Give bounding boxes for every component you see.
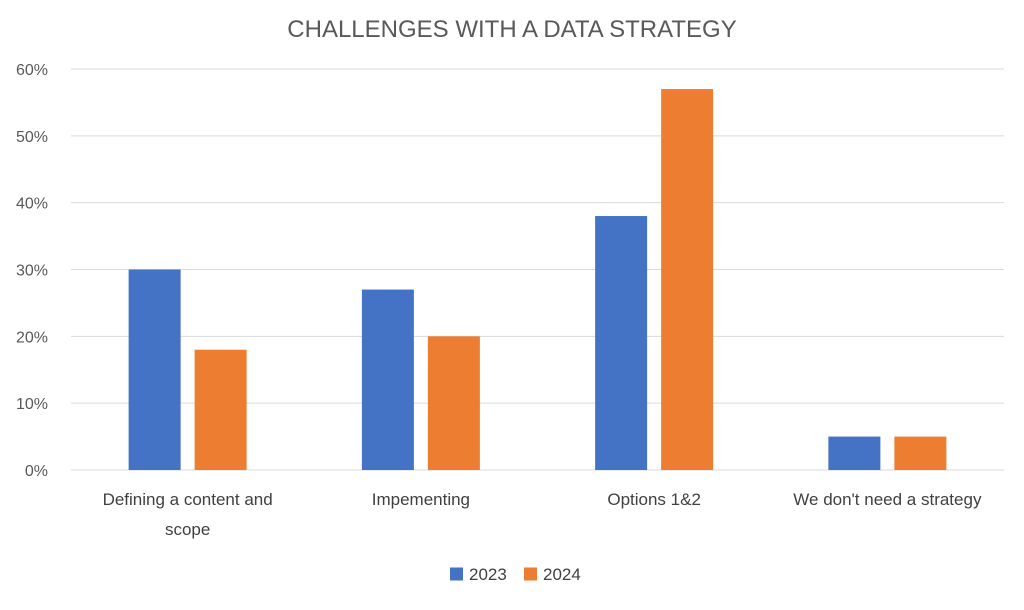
bar-2023-0 <box>128 269 181 470</box>
y-tick-label: 30% <box>16 263 48 280</box>
y-tick-label: 0% <box>25 463 48 480</box>
x-axis-labels: Defining a content and scope Impementing Op… <box>103 490 982 539</box>
y-tick-label: 20% <box>16 329 48 346</box>
y-tick-label: 40% <box>16 196 48 213</box>
legend-swatch-2024 <box>524 567 537 581</box>
chart-title: CHALLENGES WITH A DATA STRATEGY <box>287 16 736 43</box>
bar-2023-3 <box>828 436 881 470</box>
legend-swatch-2023 <box>450 567 463 581</box>
x-category-label: Options 1&2 <box>607 490 701 509</box>
bar-2023-1 <box>361 289 414 470</box>
bar-2024-3 <box>894 436 947 470</box>
x-category-label: Defining a content and scope <box>103 490 273 539</box>
bar-2023-2 <box>595 216 648 470</box>
bar-2024-0 <box>194 349 247 470</box>
legend: 2023 2024 <box>450 565 581 584</box>
y-tick-label: 60% <box>16 62 48 79</box>
bar-2024-2 <box>661 89 714 471</box>
y-tick-label: 50% <box>16 129 48 146</box>
y-axis-ticks: 0% 10% 20% 30% 40% 50% 60% <box>16 62 48 480</box>
x-category-label: Impementing <box>372 490 470 509</box>
x-category-label: We don't need a strategy <box>793 490 982 509</box>
y-tick-label: 10% <box>16 396 48 413</box>
bar-2024-1 <box>427 336 480 470</box>
legend-label-2024: 2024 <box>543 565 581 584</box>
legend-label-2023: 2023 <box>469 565 507 584</box>
bars <box>128 89 947 471</box>
